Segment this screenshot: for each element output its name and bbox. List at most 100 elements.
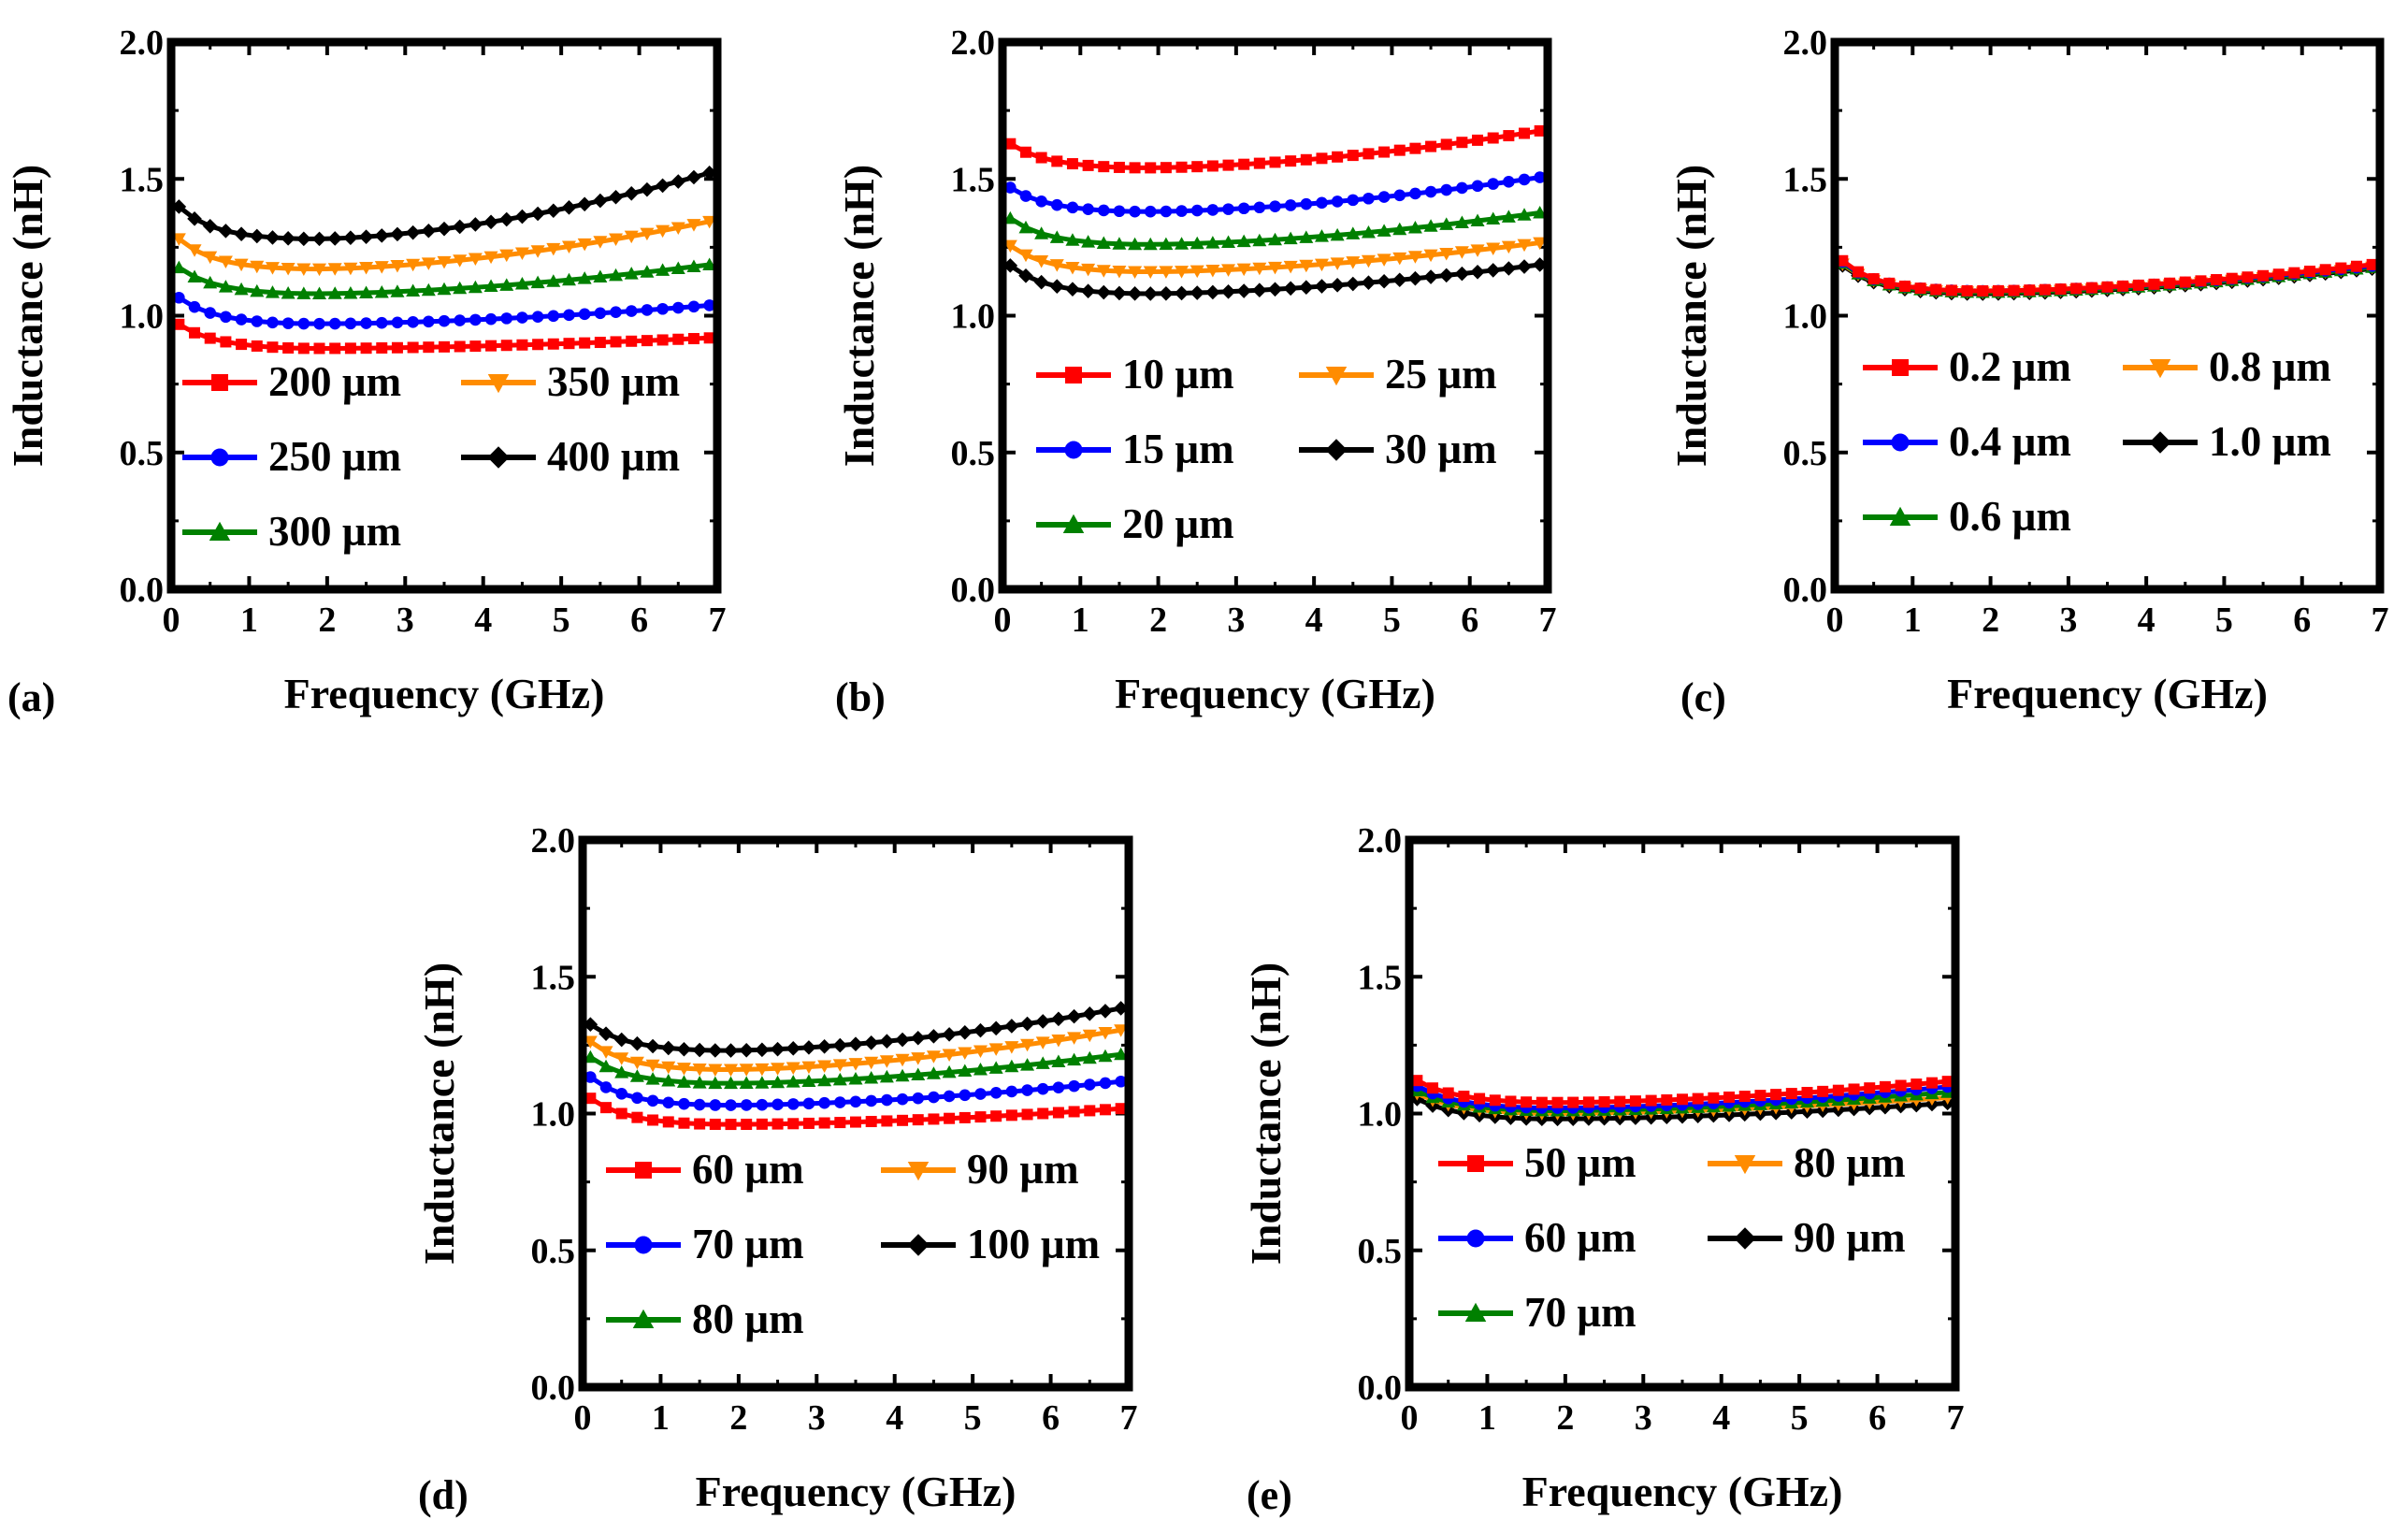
data-point xyxy=(1221,264,1236,277)
data-point xyxy=(406,283,421,297)
data-point xyxy=(624,267,639,280)
data-point xyxy=(594,307,607,320)
data-point xyxy=(1316,196,1328,210)
data-point xyxy=(1331,195,1344,208)
data-point xyxy=(454,340,466,353)
y-tick-label: 1.5 xyxy=(1358,958,1403,997)
data-point xyxy=(1440,183,1453,196)
data-point xyxy=(942,1027,957,1042)
legend-label: 300 µm xyxy=(268,508,401,555)
legend-marker xyxy=(1466,1229,1485,1248)
data-point xyxy=(1145,162,1157,174)
data-point xyxy=(1992,284,2004,297)
data-point xyxy=(1330,227,1345,241)
data-point xyxy=(204,307,217,319)
data-point xyxy=(629,1035,645,1051)
data-point xyxy=(678,1097,690,1110)
data-point xyxy=(249,228,265,244)
data-point xyxy=(881,1093,893,1107)
x-tick-label: 6 xyxy=(630,601,648,640)
data-point xyxy=(2195,275,2207,287)
series-200-m xyxy=(173,318,715,355)
x-tick-label: 6 xyxy=(2293,601,2311,640)
data-point xyxy=(577,238,592,252)
data-point xyxy=(912,1092,925,1105)
data-point xyxy=(2148,278,2160,290)
data-point xyxy=(1454,246,1469,259)
x-tick-label: 0 xyxy=(574,1398,592,1438)
data-point xyxy=(1677,1093,1688,1106)
data-point xyxy=(670,222,685,235)
data-point xyxy=(1175,205,1188,217)
legend-marker xyxy=(907,1234,930,1256)
data-point xyxy=(546,274,561,287)
legend-marker xyxy=(1062,514,1085,533)
data-point xyxy=(1456,137,1468,149)
y-tick-label: 0.5 xyxy=(1358,1232,1403,1271)
data-point xyxy=(646,1094,659,1107)
legend-label: 250 µm xyxy=(268,433,401,480)
data-point xyxy=(2055,283,2067,296)
data-point xyxy=(265,285,280,298)
data-point xyxy=(1174,285,1190,301)
y-tick-label: 1.0 xyxy=(120,297,165,337)
data-point xyxy=(390,226,405,242)
data-point xyxy=(530,206,545,222)
data-point xyxy=(692,1076,707,1089)
data-point xyxy=(1361,224,1376,239)
data-point xyxy=(2132,279,2144,291)
data-point xyxy=(1284,199,1297,211)
data-point xyxy=(203,275,218,289)
data-point xyxy=(1068,1106,1080,1118)
data-point xyxy=(1082,159,1094,171)
data-point xyxy=(942,1064,957,1078)
y-tick-label: 0.5 xyxy=(120,434,165,473)
data-point xyxy=(1253,201,1266,214)
legend: 200 µm 250 µm 300 µm 350 µm 400 µm xyxy=(182,358,680,555)
legend-item: 0.8 µm xyxy=(2123,343,2331,390)
data-point xyxy=(1238,158,1250,170)
data-point xyxy=(1206,160,1218,172)
chart-panel-1: 0 1 2 3 4 5 6 7 0.0 0.5 1.0 1.5 2.0 Frequency (GHz) In… xyxy=(4,23,727,720)
plot-frame xyxy=(1405,835,1960,1392)
data-point xyxy=(1205,236,1220,249)
data-point xyxy=(1582,1096,1594,1108)
data-point xyxy=(864,1071,879,1084)
series-0.2-m xyxy=(1837,254,2378,297)
data-point xyxy=(374,261,389,274)
data-point xyxy=(516,339,528,351)
y-tick-label: 0.0 xyxy=(1783,571,1828,610)
data-point xyxy=(610,336,622,348)
data-point xyxy=(281,231,296,246)
x-tick-label: 7 xyxy=(1539,601,1557,640)
data-point xyxy=(615,1107,627,1120)
data-point xyxy=(583,1035,598,1049)
panel-label: (e) xyxy=(1247,1472,1292,1518)
data-point xyxy=(547,310,560,323)
data-point xyxy=(1098,161,1110,173)
legend-label: 0.6 µm xyxy=(1949,493,2071,540)
data-point xyxy=(943,1090,956,1103)
data-point xyxy=(423,315,435,328)
data-point xyxy=(881,1115,893,1127)
data-point xyxy=(1285,155,1297,167)
data-point xyxy=(1128,266,1143,279)
data-point xyxy=(1486,211,1501,224)
legend-label: 25 µm xyxy=(1385,351,1497,398)
x-tick-label: 4 xyxy=(2138,601,2156,640)
panel-label: (b) xyxy=(835,674,886,720)
x-tick-label: 0 xyxy=(163,601,180,640)
data-point xyxy=(1501,240,1516,254)
data-point xyxy=(676,1041,692,1057)
data-point xyxy=(973,1062,988,1076)
data-point xyxy=(1300,197,1313,210)
data-point xyxy=(2288,267,2300,279)
data-point xyxy=(771,1118,784,1130)
data-point xyxy=(374,284,389,298)
data-point xyxy=(640,265,655,278)
data-point xyxy=(1175,161,1188,173)
data-point xyxy=(1252,282,1267,298)
data-point xyxy=(1190,204,1204,217)
legend-marker xyxy=(1464,1302,1487,1322)
data-point xyxy=(848,1036,863,1052)
